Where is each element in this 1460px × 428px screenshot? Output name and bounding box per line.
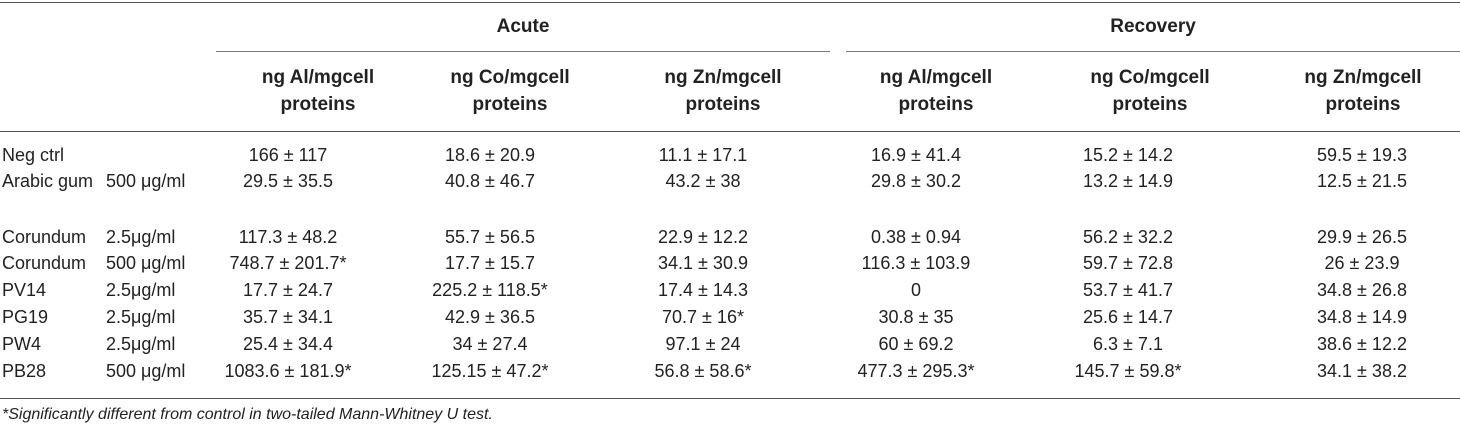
cell-acute-co: 18.6 ± 20.9 [445,145,535,165]
cell-acute-al: 25.4 ± 34.4 [243,334,333,354]
group-header-recovery: Recovery [1110,16,1196,37]
cell-acute-al: 748.7 ± 201.7* [229,253,347,273]
column-header-acute-co: ng Co/mgcell proteins [450,67,570,115]
table-top-rule [0,2,1460,3]
cell-recovery-al: 477.3 ± 295.3* [857,361,975,381]
cell-recovery-co: 56.2 ± 32.2 [1083,227,1173,247]
cell-acute-zn: 22.9 ± 12.2 [658,227,748,247]
cell-recovery-zn: 34.8 ± 14.9 [1317,307,1407,327]
cell-acute-co: 125.15 ± 47.2* [431,361,549,381]
cell-recovery-zn: 34.8 ± 26.8 [1317,280,1407,300]
column-header-acute-al: ng Al/mgcell proteins [261,67,375,115]
row-concentration: 2.5μg/ml [106,307,176,327]
group-rule-recovery [846,51,1460,52]
cell-acute-co: 55.7 ± 56.5 [445,227,535,247]
row-concentration: 500 μg/ml [106,171,186,191]
cell-acute-al: 29.5 ± 35.5 [243,171,333,191]
cell-acute-zn: 43.2 ± 38 [665,171,741,191]
cell-acute-al: 166 ± 117 [248,145,328,165]
cell-acute-co: 34 ± 27.4 [452,334,528,354]
cell-recovery-al: 0 [910,280,921,300]
cell-acute-co: 40.8 ± 46.7 [445,171,535,191]
header-bottom-rule [0,131,1460,132]
row-concentration: 500 μg/ml [106,253,186,273]
row-name: PV14 [2,280,47,300]
row-name: Corundum [2,253,87,273]
row-concentration: 2.5μg/ml [106,334,176,354]
column-header-recovery-zn: ng Zn/mgcell proteins [1304,67,1422,115]
cell-acute-zn: 70.7 ± 16* [662,307,744,327]
cell-recovery-zn: 34.1 ± 38.2 [1317,361,1407,381]
cell-acute-co: 225.2 ± 118.5* [432,280,548,300]
cell-recovery-zn: 29.9 ± 26.5 [1317,227,1407,247]
cell-recovery-al: 60 ± 69.2 [878,334,954,354]
table-bottom-rule [0,398,1460,399]
cell-recovery-co: 59.7 ± 72.8 [1083,253,1173,273]
row-concentration: 500 μg/ml [106,361,186,381]
cell-acute-zn: 34.1 ± 30.9 [658,253,748,273]
cell-recovery-al: 30.8 ± 35 [878,307,954,327]
cell-recovery-zn: 59.5 ± 19.3 [1317,145,1407,165]
column-header-acute-zn: ng Zn/mgcell proteins [664,67,782,115]
row-name: PW4 [2,334,42,354]
cell-recovery-zn: 12.5 ± 21.5 [1317,171,1407,191]
cell-recovery-co: 53.7 ± 41.7 [1083,280,1173,300]
column-header-recovery-co: ng Co/mgcell proteins [1090,67,1210,115]
row-name: Arabic gum [2,171,94,191]
cell-recovery-al: 0.38 ± 0.94 [871,227,961,247]
cell-acute-co: 17.7 ± 15.7 [445,253,535,273]
cell-acute-zn: 11.1 ± 17.1 [658,145,748,165]
cell-recovery-zn: 38.6 ± 12.2 [1317,334,1407,354]
cell-acute-zn: 97.1 ± 24 [665,334,741,354]
cell-recovery-co: 25.6 ± 14.7 [1083,307,1173,327]
cell-acute-al: 1083.6 ± 181.9* [224,361,352,381]
row-concentration: 2.5μg/ml [106,280,176,300]
cell-recovery-co: 6.3 ± 7.1 [1093,334,1163,354]
cell-acute-al: 117.3 ± 48.2 [238,227,338,247]
cell-acute-al: 17.7 ± 24.7 [243,280,333,300]
column-header-recovery-al: ng Al/mgcell proteins [879,67,993,115]
group-header-acute: Acute [496,16,550,37]
table-footnote: *Significantly different from control in… [2,406,493,423]
row-name: Corundum [2,227,87,247]
cell-recovery-co: 15.2 ± 14.2 [1083,145,1173,165]
cell-recovery-al: 29.8 ± 30.2 [871,171,961,191]
cell-recovery-co: 13.2 ± 14.9 [1083,171,1173,191]
cell-acute-al: 35.7 ± 34.1 [243,307,333,327]
cell-recovery-al: 16.9 ± 41.4 [871,145,961,165]
cell-acute-co: 42.9 ± 36.5 [445,307,535,327]
group-rule-acute [216,51,830,52]
row-name: PG19 [2,307,49,327]
cell-acute-zn: 17.4 ± 14.3 [658,280,748,300]
row-concentration: 2.5μg/ml [106,227,176,247]
cell-recovery-zn: 26 ± 23.9 [1324,253,1400,273]
row-name: PB28 [2,361,47,381]
cell-recovery-co: 145.7 ± 59.8* [1074,361,1182,381]
row-name: Neg ctrl [2,145,65,165]
cell-recovery-al: 116.3 ± 103.9 [861,253,971,273]
cell-acute-zn: 56.8 ± 58.6* [654,361,752,381]
